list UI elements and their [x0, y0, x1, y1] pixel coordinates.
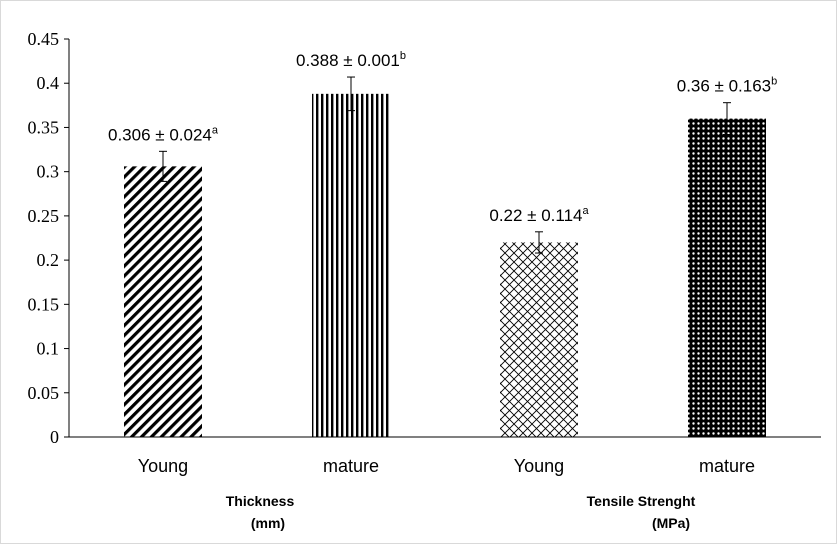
y-tick-label: 0.3: [37, 162, 60, 182]
data-label-3: 0.22 ± 0.114a: [489, 205, 589, 225]
bar-2: [312, 93, 390, 437]
bar-3: [500, 242, 578, 437]
group-label-1: Thickness: [226, 493, 295, 509]
y-tick-label: 0.35: [28, 117, 60, 137]
x-tick-label-4: mature: [699, 456, 755, 476]
y-tick-label: 0.05: [28, 383, 60, 403]
x-tick-label-1: Young: [138, 456, 188, 476]
x-tick-label-3: Young: [514, 456, 564, 476]
x-axis: Young mature Young mature: [69, 436, 821, 476]
y-tick-label: 0.45: [28, 29, 60, 49]
x-tick-label-2: mature: [323, 456, 379, 476]
bar-4: [688, 118, 766, 437]
y-tick-label: 0.4: [37, 73, 60, 93]
group-label-2: Tensile Strenght: [587, 493, 696, 509]
group-labels: Thickness (mm) Tensile Strenght (MPa): [226, 493, 696, 531]
error-bars: [159, 76, 731, 254]
y-tick-label: 0: [50, 427, 59, 447]
y-tick-label: 0.2: [37, 250, 60, 270]
bar-1: [124, 166, 202, 438]
y-axis: 0 0.05 0.1 0.15 0.2 0.25 0.3 0.35 0.4 0.45: [28, 29, 70, 447]
y-tick-label: 0.1: [37, 339, 60, 359]
group-unit-1: (mm): [251, 515, 285, 531]
y-tick-label: 0.25: [28, 206, 60, 226]
group-unit-2: (MPa): [652, 515, 690, 531]
data-label-1: 0.306 ± 0.024a: [108, 124, 219, 144]
data-label-4: 0.36 ± 0.163b: [677, 76, 778, 96]
y-tick-label: 0.15: [28, 294, 60, 314]
bars: [124, 93, 766, 438]
data-label-2: 0.388 ± 0.001b: [296, 50, 406, 70]
data-labels: 0.306 ± 0.024a 0.388 ± 0.001b 0.22 ± 0.114…: [108, 50, 777, 225]
